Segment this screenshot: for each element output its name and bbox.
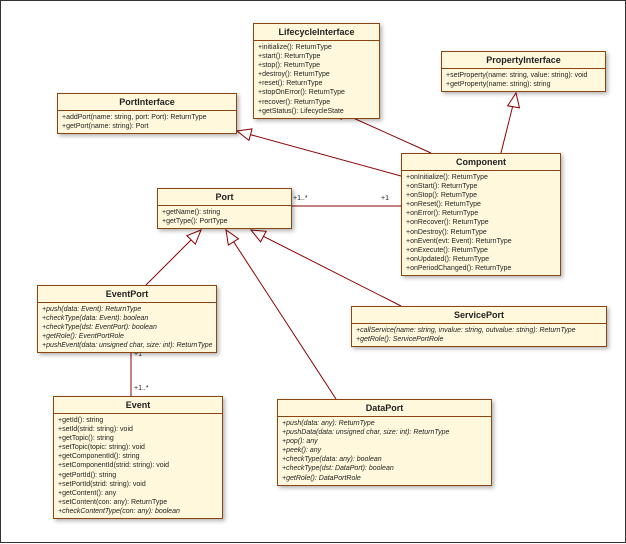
class-methods: +initialize(): ReturnType +start(): Retu… [254,41,379,118]
class-port-interface: PortInterface +addPort(name: string, por… [57,93,237,134]
class-methods: +push(data: Event): ReturnType +checkTyp… [38,303,216,352]
edge-eventport-port [146,230,201,285]
class-component: Component +onInitialize(): ReturnType +o… [401,153,561,276]
edge-dataport-port [226,230,336,399]
class-methods: +onInitialize(): ReturnType +onStart(): … [402,171,560,275]
class-lifecycle-interface: LifecycleInterface +initialize(): Return… [253,23,380,119]
edge-component-property [501,93,516,153]
class-methods: +setProperty(name: string, value: string… [442,69,605,91]
class-data-port: DataPort +push(data: any): ReturnType +p… [277,399,492,486]
class-methods: +push(data: any): ReturnType +pushData(d… [278,417,491,485]
mult-component-port-2: +1..* [293,195,308,202]
edge-serviceport-port [251,230,401,306]
class-title: PropertyInterface [442,52,605,69]
class-methods: +addPort(name: string, port: Port): Retu… [58,111,236,133]
class-title: PortInterface [58,94,236,111]
class-title: Event [54,397,222,414]
class-methods: +getName(): string +getType(): PortType [158,206,291,228]
class-title: DataPort [278,400,491,417]
class-title: EventPort [38,286,216,303]
class-title: Port [158,189,291,206]
class-title: LifecycleInterface [254,24,379,41]
edge-component-portinterface [237,131,401,176]
class-title: ServicePort [352,307,606,324]
class-title: Component [402,154,560,171]
class-methods: +callService(name: string, invalue: stri… [352,324,606,346]
class-property-interface: PropertyInterface +setProperty(name: str… [441,51,606,92]
mult-component-port-1: +1 [381,195,389,202]
class-event-port: EventPort +push(data: Event): ReturnType… [37,285,217,353]
class-event: Event +getId(): string +setId(strid: str… [53,396,223,519]
class-port: Port +getName(): string +getType(): Port… [157,188,292,229]
class-methods: +getId(): string +setId(strid: string): … [54,414,222,518]
diagram-canvas: +1 +1..* +1..* +1 LifecycleInterface +in… [0,0,626,543]
class-service-port: ServicePort +callService(name: string, i… [351,306,607,347]
mult-event-eventport-1: +1..* [134,385,149,392]
